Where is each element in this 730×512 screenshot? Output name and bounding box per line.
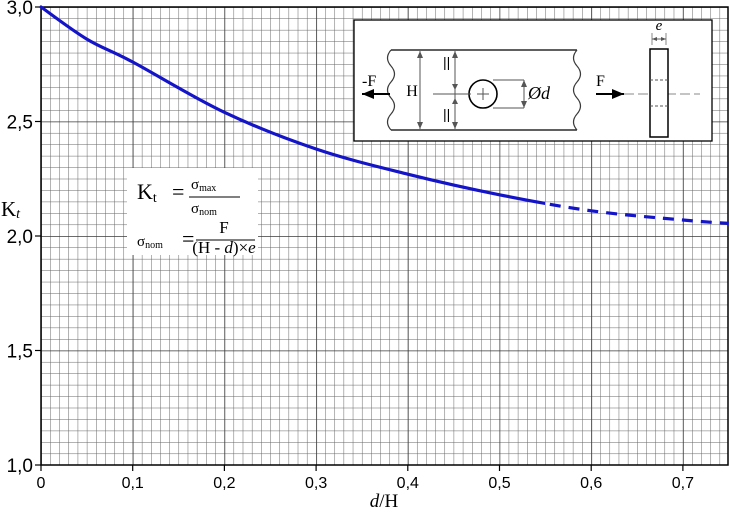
svg-text:d/H: d/H [370, 491, 399, 512]
svg-text:0,5: 0,5 [488, 475, 510, 492]
svg-text:1,5: 1,5 [7, 342, 33, 363]
svg-text:0,7: 0,7 [672, 475, 694, 492]
svg-text:2,0: 2,0 [7, 227, 33, 248]
svg-text:=: = [172, 179, 184, 204]
svg-text:0,3: 0,3 [305, 475, 327, 492]
svg-text:Ød: Ød [527, 83, 551, 103]
svg-text:0,1: 0,1 [122, 475, 144, 492]
svg-text:3,0: 3,0 [7, 0, 33, 19]
svg-text:F: F [596, 73, 605, 90]
svg-text:||: || [443, 106, 450, 122]
svg-text:F: F [219, 218, 228, 237]
svg-text:||: || [443, 54, 450, 70]
svg-text:0: 0 [37, 475, 46, 492]
svg-text:2,5: 2,5 [7, 113, 33, 134]
svg-text:H: H [406, 83, 418, 100]
svg-text:(H - d)×e: (H - d)×e [192, 238, 256, 257]
svg-text:0,2: 0,2 [213, 475, 235, 492]
svg-text:1,0: 1,0 [7, 456, 33, 477]
svg-text:e: e [656, 18, 663, 34]
svg-text:-F: -F [362, 73, 376, 90]
svg-text:0,6: 0,6 [580, 475, 602, 492]
svg-text:0,4: 0,4 [397, 475, 419, 492]
svg-text:Kt: Kt [1, 197, 21, 222]
